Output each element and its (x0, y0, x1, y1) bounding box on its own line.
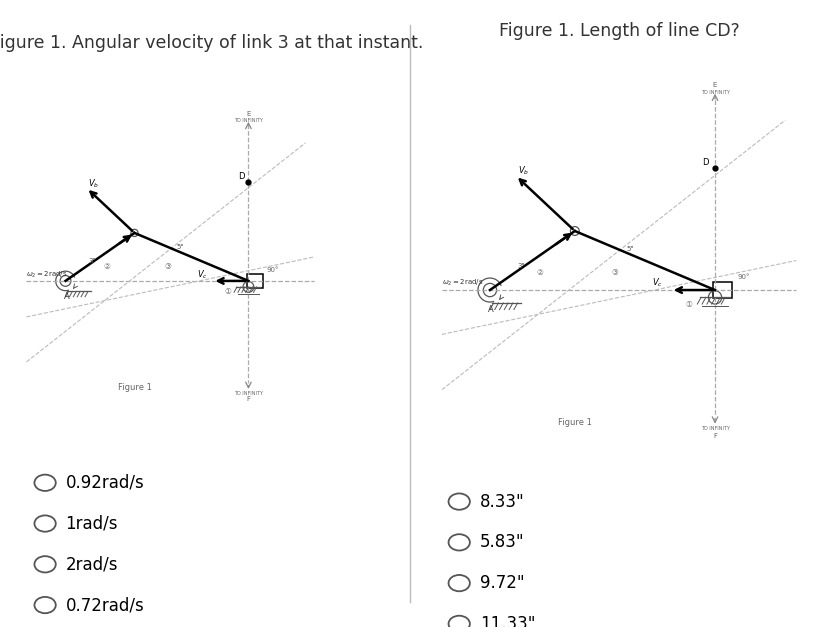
Text: A: A (64, 292, 70, 301)
Text: 90°: 90° (736, 274, 749, 280)
Text: $V_c$: $V_c$ (652, 277, 663, 289)
Text: ③: ③ (165, 262, 171, 271)
Text: F: F (713, 433, 716, 439)
Text: ②: ② (103, 262, 110, 271)
Text: 0.92rad/s: 0.92rad/s (66, 474, 144, 492)
Text: 1rad/s: 1rad/s (66, 515, 118, 532)
Text: E: E (712, 82, 717, 88)
Text: D: D (238, 172, 244, 181)
Text: TO INFINITY: TO INFINITY (233, 391, 263, 396)
Text: Figure 1: Figure 1 (117, 383, 152, 393)
Text: Figure 1: Figure 1 (557, 418, 591, 427)
Text: ②: ② (536, 268, 542, 277)
Text: 5": 5" (176, 245, 183, 250)
Text: TO INFINITY: TO INFINITY (233, 118, 263, 123)
Text: 3": 3" (88, 258, 96, 264)
Bar (247, 274, 262, 288)
Text: ①: ① (224, 287, 231, 297)
Text: $\omega_2 = 2\mathrm{rad/s}$: $\omega_2 = 2\mathrm{rad/s}$ (441, 278, 483, 288)
Text: 9.72": 9.72" (479, 574, 523, 592)
Text: $V_c$: $V_c$ (197, 268, 208, 281)
Text: 5.83": 5.83" (479, 534, 523, 551)
Text: Figure 1. Angular velocity of link 3 at that instant.: Figure 1. Angular velocity of link 3 at … (0, 34, 423, 53)
Text: 8.33": 8.33" (479, 493, 524, 510)
Text: 5": 5" (626, 246, 633, 252)
Text: Figure 1. Length of line CD?: Figure 1. Length of line CD? (498, 22, 739, 40)
Text: ①: ① (685, 300, 691, 308)
Text: 3": 3" (517, 263, 525, 269)
Text: TO INFINITY: TO INFINITY (699, 90, 729, 95)
Text: $V_b$: $V_b$ (517, 165, 528, 177)
Text: $\omega_2 = 2\mathrm{rad/s}$: $\omega_2 = 2\mathrm{rad/s}$ (26, 270, 68, 280)
Text: $V_b$: $V_b$ (88, 177, 99, 190)
Bar (713, 282, 731, 298)
Text: E: E (246, 112, 251, 117)
Text: D: D (701, 157, 708, 167)
Text: 11.33": 11.33" (479, 615, 535, 627)
Text: A: A (487, 305, 493, 314)
Text: 0.72rad/s: 0.72rad/s (66, 596, 144, 614)
Text: 2rad/s: 2rad/s (66, 556, 118, 573)
Text: TO INFINITY: TO INFINITY (699, 426, 729, 431)
Text: 90°: 90° (266, 267, 278, 273)
Text: ③: ③ (611, 268, 618, 277)
Text: F: F (247, 396, 250, 403)
